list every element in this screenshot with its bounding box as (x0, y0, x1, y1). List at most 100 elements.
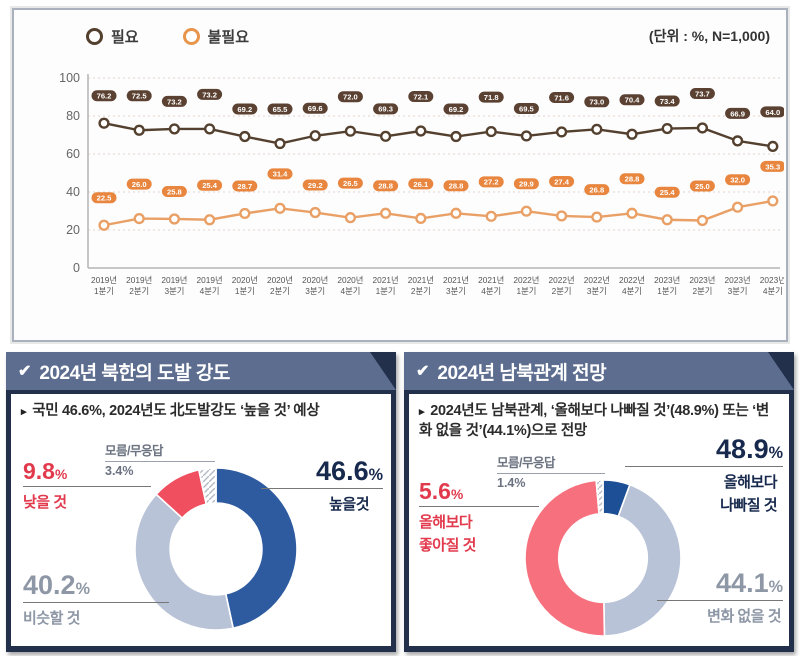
data-label-badge (373, 103, 399, 115)
data-point-marker (309, 130, 321, 142)
y-tick-label: 80 (66, 109, 80, 123)
data-label: 28.8 (449, 182, 464, 191)
x-tick-label: 2022년 2분기 (549, 275, 575, 296)
leader-line (261, 488, 383, 489)
donut-segment-3.4 (197, 467, 217, 506)
data-label: 69.6 (308, 104, 323, 113)
series-line (103, 199, 774, 227)
data-label-badge (654, 95, 680, 107)
callout-nochange: 44.1% 변화 없을 것 (657, 570, 783, 626)
data-point-marker (239, 207, 251, 220)
data-label: 70.4 (625, 96, 641, 105)
data-point-marker (380, 207, 392, 219)
data-point-marker (591, 123, 603, 135)
header-fold-decoration (370, 352, 396, 390)
callout-similar: 40.2% 비슷할 것 (23, 572, 169, 628)
donut-segment-46.6 (215, 467, 298, 630)
data-label: 72.0 (343, 93, 358, 102)
data-point-marker (767, 195, 779, 207)
quarterly-line-chart: 0 20 40 60 80 100 2019년 1분기 2019년 2분기 2019년 3분기 2019… (59, 71, 784, 296)
bullet-icon: ▸ (21, 406, 27, 418)
data-point-marker (98, 117, 110, 129)
leader-line (23, 602, 169, 603)
data-point-marker (380, 130, 392, 142)
series-line (103, 122, 773, 148)
data-point-marker (661, 214, 673, 226)
x-tick-label: 2022년 4분기 (619, 275, 645, 296)
data-point-marker (520, 130, 533, 142)
data-label: 26.8 (589, 185, 604, 194)
data-label-badge (267, 103, 293, 115)
data-label: 35.3 (765, 162, 780, 171)
callout-improve: 5.6% 올해보다 좋아질 것 (419, 480, 539, 555)
data-label: 29.2 (308, 181, 323, 190)
panel-card: ▸ 국민 46.6%, 2024년도 北도발강도 ‘높을 것’ 예상 모름/무응답… (11, 394, 391, 646)
data-label: 26.5 (343, 179, 359, 188)
data-label-badge (619, 94, 645, 106)
data-label: 65.5 (273, 105, 289, 114)
data-label-badge (725, 174, 751, 186)
data-label: 25.4 (202, 181, 218, 190)
x-tick-label: 2019년 2분기 (126, 275, 152, 296)
data-point-marker (555, 210, 568, 222)
data-label: 28.8 (378, 182, 393, 191)
leader-line (419, 506, 539, 507)
data-label: 25.8 (167, 187, 182, 196)
unit-note: (단위 : %, N=1,000) (648, 28, 770, 44)
data-label: 29.9 (519, 180, 534, 189)
data-label: 72.5 (132, 92, 148, 101)
data-label: 28.7 (237, 182, 252, 191)
data-label-badge (443, 103, 469, 115)
data-point-marker (168, 123, 181, 135)
data-label-badge (91, 90, 117, 102)
data-point-marker (626, 128, 638, 140)
data-point-marker (239, 130, 251, 143)
data-label-badge (161, 95, 187, 107)
y-tick-label: 100 (59, 71, 80, 85)
y-tick-label: 0 (73, 261, 80, 275)
leader-line (625, 466, 783, 467)
data-label-badge (725, 107, 751, 119)
donut-segment-44.1 (603, 483, 682, 637)
data-label-badge (513, 102, 539, 114)
data-label: 26.0 (132, 180, 147, 189)
data-point-marker (204, 214, 216, 226)
data-label-badge (760, 160, 784, 172)
data-point-marker (274, 202, 286, 214)
x-tick-label: 2021년 4분기 (478, 275, 504, 296)
x-tick-label: 2020년 2분기 (267, 275, 293, 296)
data-point-marker (98, 219, 110, 231)
data-point-marker (309, 206, 321, 219)
data-point-marker (133, 124, 145, 136)
check-icon: ✔ (18, 363, 32, 380)
data-label: 73.2 (167, 97, 182, 106)
data-point-marker (274, 137, 286, 150)
x-tick-label: 2021년 2분기 (408, 275, 434, 296)
bottom-section: ✔ 2024년 북한의 도발 강도 ▸ 국민 46.6%, 2024년도 北도발강… (0, 346, 800, 656)
callout-higher: 46.6% 높을것 (261, 458, 383, 514)
data-label-badge (302, 102, 328, 114)
callout-unknown: 모름/무응답 3.4% (105, 440, 215, 478)
data-point-marker (415, 212, 427, 225)
data-point-marker (204, 123, 216, 135)
chart-legend: 필요 불필요 (86, 26, 249, 47)
x-tick-label: 2021년 3분기 (443, 275, 469, 296)
data-label-badge (584, 96, 610, 108)
data-point-marker (415, 125, 427, 137)
data-point-marker (591, 211, 603, 223)
x-tick-label: 2023년 3분기 (725, 275, 751, 296)
data-label-badge (197, 179, 223, 191)
x-tick-label: 2022년 3분기 (584, 275, 610, 296)
data-point-marker (731, 201, 744, 213)
donut-segment-48.9 (524, 479, 606, 637)
line-chart-panel: 필요 불필요 (단위 : %, N=1,000) 0 20 40 60 80 100 201… (12, 8, 788, 342)
data-point-marker (696, 214, 709, 227)
x-tick-label: 2023년 1분기 (654, 275, 680, 296)
data-label-badge (126, 90, 152, 102)
donut-segment-1.4 (595, 479, 604, 515)
data-label: 26.1 (413, 180, 429, 189)
relations-donut-chart (524, 479, 682, 637)
data-point-marker (133, 213, 145, 225)
data-point-marker (661, 122, 673, 135)
